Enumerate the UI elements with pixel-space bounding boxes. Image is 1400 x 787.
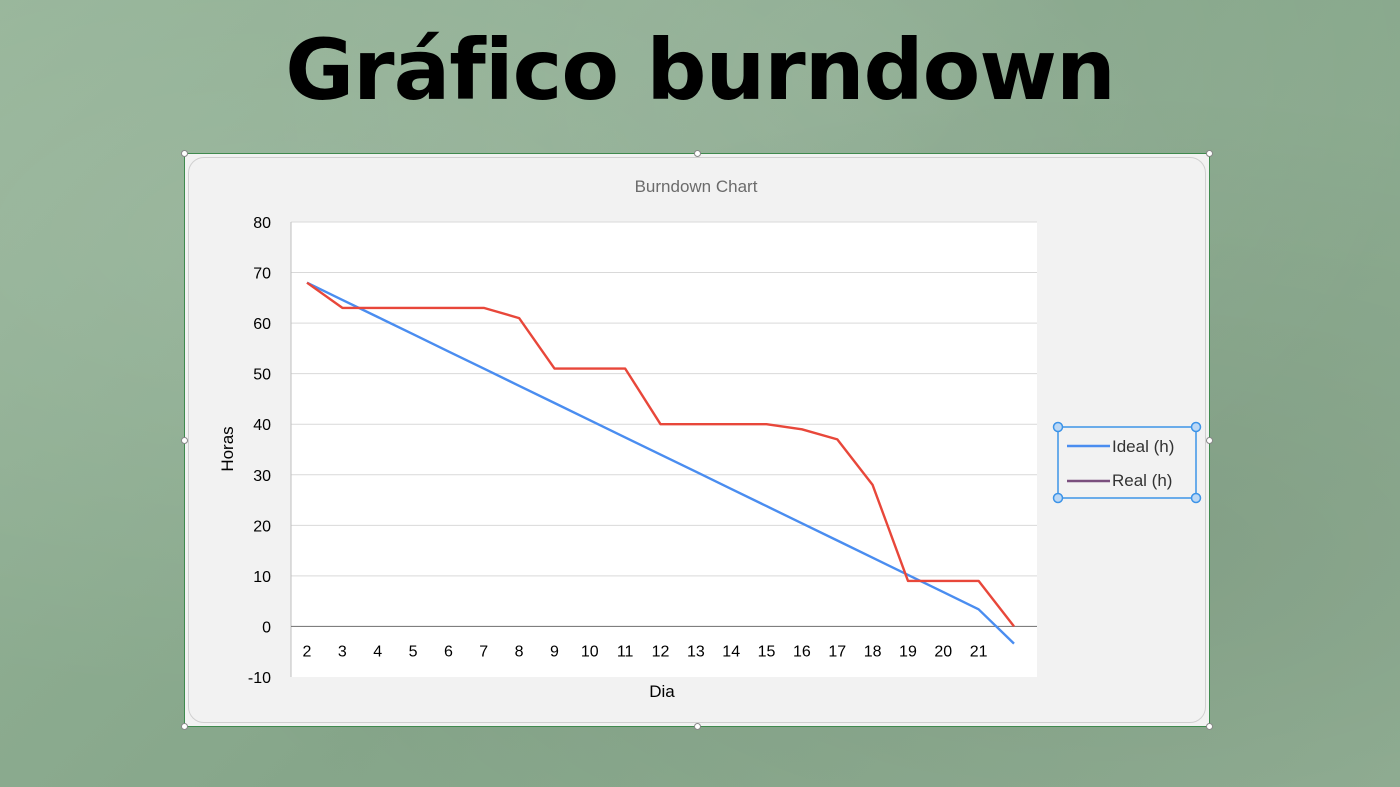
y-tick-label: 40 [253,417,271,434]
real-line [306,281,1015,628]
resize-handle-right[interactable] [1206,437,1213,444]
resize-handle-top-right[interactable] [1206,150,1213,157]
y-axis-title: Horas [218,426,237,471]
y-tick-label: 80 [253,215,271,232]
y-tick-label: 10 [253,569,271,586]
x-tick-label: 19 [899,643,917,660]
x-tick-label: 3 [338,643,347,660]
x-tick-label: 16 [793,643,811,660]
page-heading: Gráfico burndown [285,21,1116,119]
legend-handle-bottom-right[interactable] [1190,492,1202,504]
chart-title: Burndown Chart [635,177,758,196]
y-tick-label: 30 [253,468,271,485]
y-tick-label: 20 [253,518,271,535]
legend-label-real: Real (h) [1112,471,1172,490]
x-tick-label: 2 [303,643,312,660]
x-tick-label: 11 [617,643,634,660]
x-axis-tick-labels: 2 3 4 5 6 7 8 9 10 11 12 13 14 15 16 17 18 19 20 21 [303,643,988,660]
x-axis-title: Dia [649,682,675,701]
x-tick-label: 18 [864,643,882,660]
x-tick-label: 13 [687,643,705,660]
ideal-line [306,281,1015,645]
resize-handle-bottom-left[interactable] [181,723,188,730]
x-tick-label: 15 [758,643,776,660]
legend-selection-box[interactable] [1057,426,1197,499]
resize-handle-top[interactable] [694,150,701,157]
x-tick-label: 8 [515,643,524,660]
y-tick-label: 60 [253,316,271,333]
x-tick-label: 17 [828,643,846,660]
legend-handle-top-left[interactable] [1052,421,1064,433]
resize-handle-top-left[interactable] [181,150,188,157]
x-tick-label: 10 [581,643,599,660]
x-tick-label: 14 [722,643,740,660]
x-tick-label: 6 [444,643,453,660]
legend-handle-bottom-left[interactable] [1052,492,1064,504]
plot-area [291,222,1037,677]
legend-handle-top-right[interactable] [1190,421,1202,433]
x-tick-label: 7 [479,643,488,660]
y-tick-label: -10 [248,670,271,687]
resize-handle-left[interactable] [181,437,188,444]
x-tick-label: 20 [934,643,952,660]
x-tick-label: 4 [373,643,382,660]
resize-handle-bottom[interactable] [694,723,701,730]
chart-legend[interactable]: Ideal (h) Real (h) [1052,421,1202,504]
x-tick-label: 12 [652,643,670,660]
x-tick-label: 21 [970,643,988,660]
x-tick-label: 9 [550,643,559,660]
x-tick-label: 5 [409,643,418,660]
series-layer [306,281,1015,645]
y-tick-label: 0 [262,619,271,636]
y-axis-tick-labels: 80 70 60 50 40 30 20 10 0 -10 [248,215,271,687]
legend-label-ideal: Ideal (h) [1112,437,1174,456]
y-tick-label: 70 [253,266,271,283]
y-tick-label: 50 [253,367,271,384]
resize-handle-bottom-right[interactable] [1206,723,1213,730]
